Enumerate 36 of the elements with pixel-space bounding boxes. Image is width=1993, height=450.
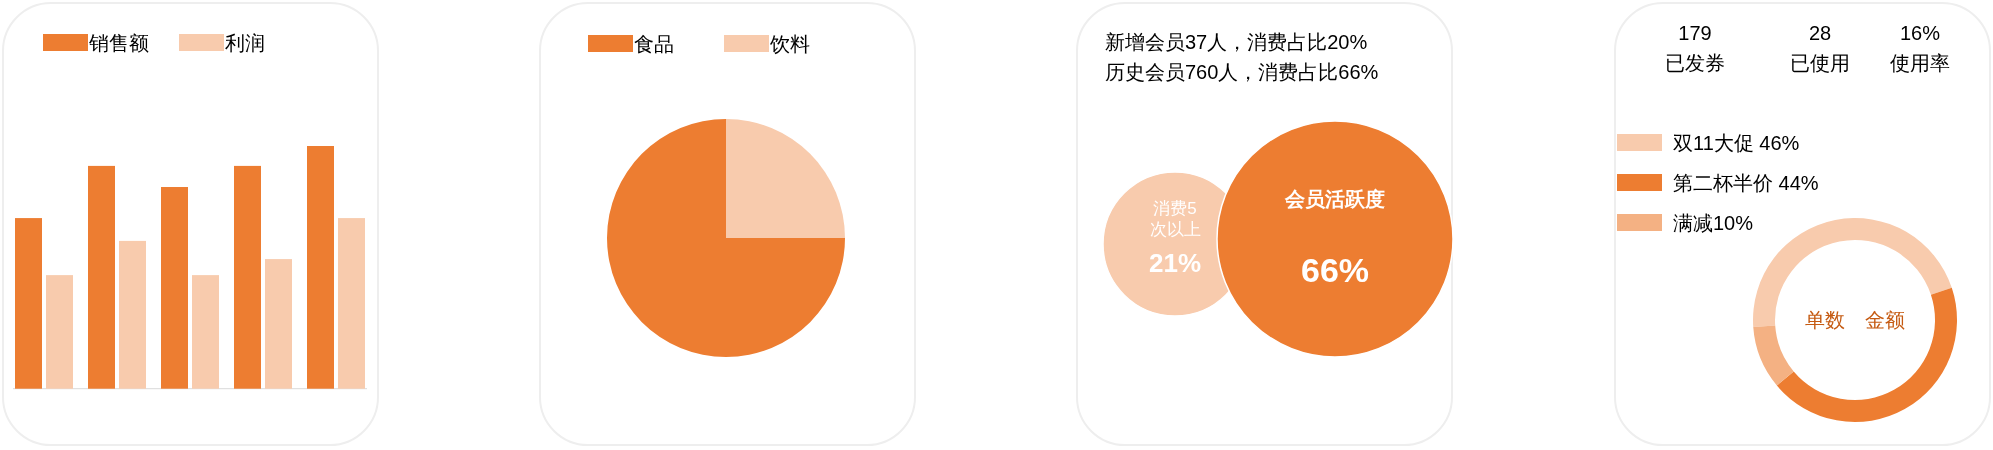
bar: [265, 259, 292, 389]
category-label: 会员活跃度: [1284, 188, 1385, 210]
pie-slice: [607, 119, 845, 357]
donut-slice: [1753, 218, 1952, 328]
legend-label: 满减10%: [1673, 212, 1754, 234]
bar: [88, 165, 115, 389]
bar: [338, 218, 365, 389]
bar: [15, 218, 42, 389]
text: 已使用: [1790, 52, 1850, 74]
legend-label: 销售额: [88, 32, 149, 54]
legend-label: 双11大促 46%: [1673, 132, 1800, 154]
text: 单数: [1805, 309, 1845, 331]
pie-slice: [726, 119, 845, 238]
category-label: 消费5次以上: [1149, 199, 1201, 239]
donut-slice: [1776, 287, 1957, 422]
bar: [161, 187, 188, 389]
legend-label: 饮料: [769, 33, 810, 55]
legend-label: 第二杯半价 44%: [1673, 172, 1819, 194]
text: 历史会员760人，消费占比66%: [1105, 61, 1379, 83]
text: 16%: [1899, 22, 1941, 44]
text: 金额: [1865, 309, 1905, 331]
bar: [234, 165, 261, 389]
data-label: 21%: [1148, 248, 1202, 278]
bar: [307, 146, 334, 389]
legend-label: 食品: [634, 33, 674, 55]
text: 新增会员37人，消费占比20%: [1105, 31, 1368, 53]
donut-slice: [1753, 325, 1794, 386]
bar: [46, 275, 73, 389]
data-label: 66%: [1300, 251, 1370, 289]
legend-label: 利润: [225, 32, 265, 54]
text: 28: [1808, 22, 1832, 44]
bar: [119, 240, 146, 389]
text: 179: [1678, 22, 1712, 44]
bar: [192, 275, 219, 389]
text: 已发券: [1665, 52, 1725, 74]
text: 使用率: [1890, 52, 1950, 74]
